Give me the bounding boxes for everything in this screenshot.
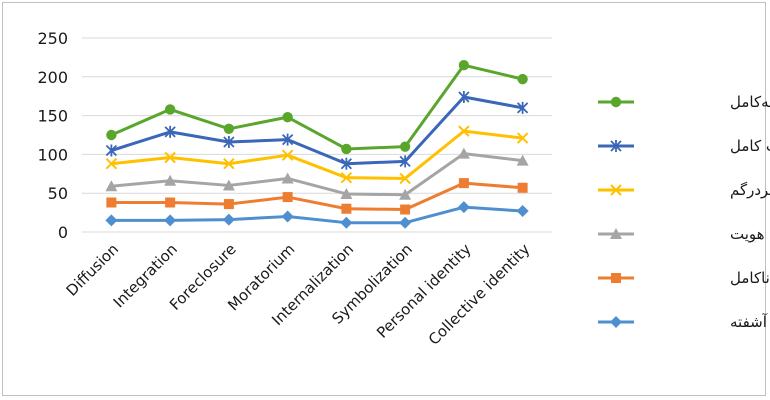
- data-point: [281, 133, 294, 146]
- gridlines: [82, 37, 552, 233]
- legend-marker: [610, 96, 622, 108]
- legend-label: ضبط هویت: [730, 225, 770, 243]
- series-line: [111, 181, 523, 211]
- data-point: [223, 199, 234, 210]
- legend: هویت نیمه‌کامل هویت کامل هویت سردرگم ضبط هو…: [598, 93, 770, 331]
- data-point: [516, 205, 529, 218]
- data-point: [281, 149, 294, 161]
- x-tick-label: Collective identity: [425, 240, 534, 349]
- chart-frame: [2, 2, 766, 396]
- x-tick-label: Diffusion: [63, 240, 123, 300]
- data-point: [165, 197, 176, 208]
- series-line: [111, 205, 523, 225]
- data-point: [340, 216, 353, 229]
- data-point: [517, 73, 528, 85]
- data-point: [222, 179, 235, 191]
- data-point: [340, 157, 353, 170]
- y-tick-label: 150: [37, 107, 68, 126]
- data-point: [164, 151, 176, 164]
- data-point: [341, 143, 352, 155]
- data-point: [399, 141, 411, 152]
- series-1: [105, 90, 529, 170]
- data-point: [458, 178, 469, 189]
- data-point: [340, 171, 353, 184]
- series-4: [106, 178, 528, 215]
- legend-item: هویت نیمه‌کامل: [598, 93, 770, 111]
- legend-label: هویت سردرگم: [730, 181, 770, 199]
- data-point: [164, 174, 177, 186]
- data-point: [164, 104, 176, 115]
- data-point: [164, 214, 177, 227]
- legend-marker: [610, 184, 622, 196]
- series-5: [105, 201, 529, 229]
- legend-label: هویت آشفته: [730, 313, 770, 331]
- data-point: [105, 180, 118, 192]
- data-point: [457, 201, 470, 214]
- data-point: [399, 172, 411, 185]
- series-line: [110, 63, 523, 151]
- legend-label: هویت ناکامل: [730, 269, 770, 287]
- data-point: [517, 182, 528, 193]
- y-axis-ticks: 0 50 100 150 200 250: [37, 29, 68, 242]
- y-tick-label: 50: [48, 184, 68, 203]
- data-point: [105, 214, 118, 227]
- data-point: [282, 192, 293, 203]
- legend-item: هویت آشفته: [598, 313, 770, 331]
- series-0: [106, 59, 528, 155]
- data-point: [458, 90, 470, 103]
- x-axis-ticks: DiffusionIntegrationForeclosureMoratoriu…: [63, 240, 534, 349]
- legend-label: هویت کامل: [730, 137, 770, 155]
- data-point: [222, 213, 235, 226]
- legend-item: هویت سردرگم: [598, 181, 770, 199]
- data-point: [106, 197, 117, 208]
- legend-marker: [610, 140, 622, 152]
- data-point: [516, 132, 529, 144]
- data-point: [223, 135, 235, 148]
- data-point: [340, 187, 353, 199]
- legend-marker: [610, 228, 622, 239]
- data-point: [281, 210, 294, 223]
- legend-item: هویت کامل: [598, 137, 770, 155]
- y-tick-label: 200: [37, 68, 68, 87]
- data-point: [516, 101, 529, 114]
- data-point: [164, 125, 176, 138]
- data-point: [458, 125, 470, 137]
- y-tick-label: 250: [37, 29, 68, 48]
- data-point: [282, 111, 293, 123]
- data-point: [399, 188, 412, 200]
- data-point: [223, 123, 235, 134]
- data-point: [399, 155, 411, 168]
- data-point: [457, 147, 470, 159]
- series-line: [110, 95, 523, 166]
- series-3: [105, 147, 529, 200]
- series-line: [111, 129, 523, 180]
- data-point: [223, 158, 235, 170]
- legend-item: هویت ناکامل: [598, 269, 770, 287]
- data-point: [516, 154, 529, 166]
- series-line: [111, 152, 523, 197]
- data-point: [341, 203, 352, 214]
- y-tick-label: 100: [37, 145, 68, 164]
- legend-marker: [610, 316, 622, 328]
- data-point: [105, 144, 118, 157]
- data-point: [106, 129, 117, 141]
- data-point: [281, 172, 294, 184]
- series-2: [105, 125, 529, 185]
- data-point: [105, 158, 118, 170]
- y-tick-label: 0: [58, 223, 68, 242]
- data-point: [400, 204, 411, 215]
- series-group: [105, 59, 529, 229]
- data-point: [458, 59, 470, 71]
- legend-marker: [611, 273, 621, 283]
- legend-item: ضبط هویت: [598, 225, 770, 243]
- legend-label: هویت نیمه‌کامل: [730, 93, 770, 111]
- data-point: [399, 216, 412, 229]
